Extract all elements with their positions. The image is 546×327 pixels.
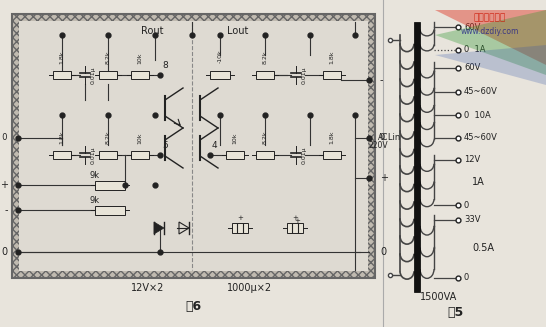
- Text: 10k: 10k: [138, 132, 143, 144]
- Text: 10k: 10k: [138, 53, 143, 64]
- Text: 0.5A: 0.5A: [472, 243, 494, 253]
- Bar: [323, 151, 341, 159]
- Text: 12V: 12V: [464, 156, 480, 164]
- Text: 8.2k: 8.2k: [105, 130, 110, 144]
- Text: 0: 0: [380, 247, 386, 257]
- Bar: [99, 71, 117, 79]
- Text: 0: 0: [464, 200, 469, 210]
- Text: 0  1A: 0 1A: [464, 45, 485, 55]
- Text: 图5: 图5: [447, 306, 463, 319]
- Text: 60V: 60V: [464, 63, 480, 73]
- Bar: [323, 71, 341, 79]
- Text: -: -: [380, 75, 383, 85]
- Bar: [287, 223, 303, 233]
- Text: 0: 0: [2, 247, 8, 257]
- Text: 0 Lin: 0 Lin: [380, 133, 400, 143]
- Text: 45~60V: 45~60V: [464, 88, 498, 96]
- Text: 33V: 33V: [464, 215, 480, 225]
- Text: 220V: 220V: [369, 142, 388, 150]
- Text: 0.01μ: 0.01μ: [301, 66, 306, 84]
- Text: 45~60V: 45~60V: [464, 133, 498, 143]
- Text: +: +: [292, 215, 298, 221]
- Polygon shape: [154, 222, 164, 234]
- Text: AC: AC: [378, 133, 388, 143]
- Text: 0.01μ: 0.01μ: [91, 66, 96, 84]
- Text: 4: 4: [212, 141, 218, 150]
- Text: 9k: 9k: [90, 171, 100, 180]
- Text: 9k: 9k: [90, 196, 100, 205]
- Bar: [232, 223, 248, 233]
- Text: 1.8k: 1.8k: [60, 50, 64, 64]
- Bar: [53, 151, 71, 159]
- Text: 1.8k: 1.8k: [329, 130, 335, 144]
- Bar: [53, 71, 71, 79]
- Bar: [414, 22, 420, 292]
- Text: +: +: [237, 215, 243, 221]
- Text: +: +: [294, 218, 300, 224]
- Text: 1.8k: 1.8k: [60, 130, 64, 144]
- Text: 0.01μ: 0.01μ: [301, 146, 306, 164]
- Text: 12V×2: 12V×2: [131, 283, 165, 293]
- Text: 8: 8: [162, 61, 168, 70]
- Text: 电子制作大地: 电子制作大地: [474, 13, 506, 23]
- Text: 10k: 10k: [233, 132, 238, 144]
- Text: 0: 0: [464, 273, 469, 283]
- Text: 1000μ×2: 1000μ×2: [228, 283, 272, 293]
- Text: 8.2k: 8.2k: [263, 130, 268, 144]
- Text: 5: 5: [162, 141, 168, 150]
- Polygon shape: [435, 10, 546, 75]
- Text: www.dzdiy.com: www.dzdiy.com: [461, 27, 519, 37]
- Text: 1500VA: 1500VA: [420, 292, 457, 302]
- Bar: [210, 71, 230, 79]
- Text: Lout: Lout: [227, 26, 248, 36]
- Bar: [131, 71, 149, 79]
- Polygon shape: [435, 10, 546, 65]
- Text: 8.2k: 8.2k: [263, 50, 268, 64]
- Text: Rout: Rout: [141, 26, 163, 36]
- Bar: [226, 151, 244, 159]
- Text: Rin 0: Rin 0: [0, 133, 8, 143]
- Bar: [95, 205, 125, 215]
- FancyBboxPatch shape: [12, 14, 375, 278]
- Text: 图6: 图6: [185, 300, 201, 313]
- Bar: [131, 151, 149, 159]
- Text: 1A: 1A: [472, 177, 485, 187]
- Bar: [256, 151, 274, 159]
- Text: 1.8k: 1.8k: [329, 50, 335, 64]
- Text: 0.01μ: 0.01μ: [91, 146, 96, 164]
- Polygon shape: [435, 45, 546, 85]
- Text: -10k: -10k: [217, 49, 223, 63]
- Bar: [99, 151, 117, 159]
- Text: 0  10A: 0 10A: [464, 111, 491, 119]
- FancyBboxPatch shape: [19, 21, 368, 271]
- Text: -: -: [4, 205, 8, 215]
- Text: +: +: [0, 180, 8, 190]
- Text: +: +: [380, 173, 388, 183]
- Text: 8.2k: 8.2k: [105, 50, 110, 64]
- Bar: [256, 71, 274, 79]
- Bar: [95, 181, 125, 190]
- Text: 60V: 60V: [464, 23, 480, 31]
